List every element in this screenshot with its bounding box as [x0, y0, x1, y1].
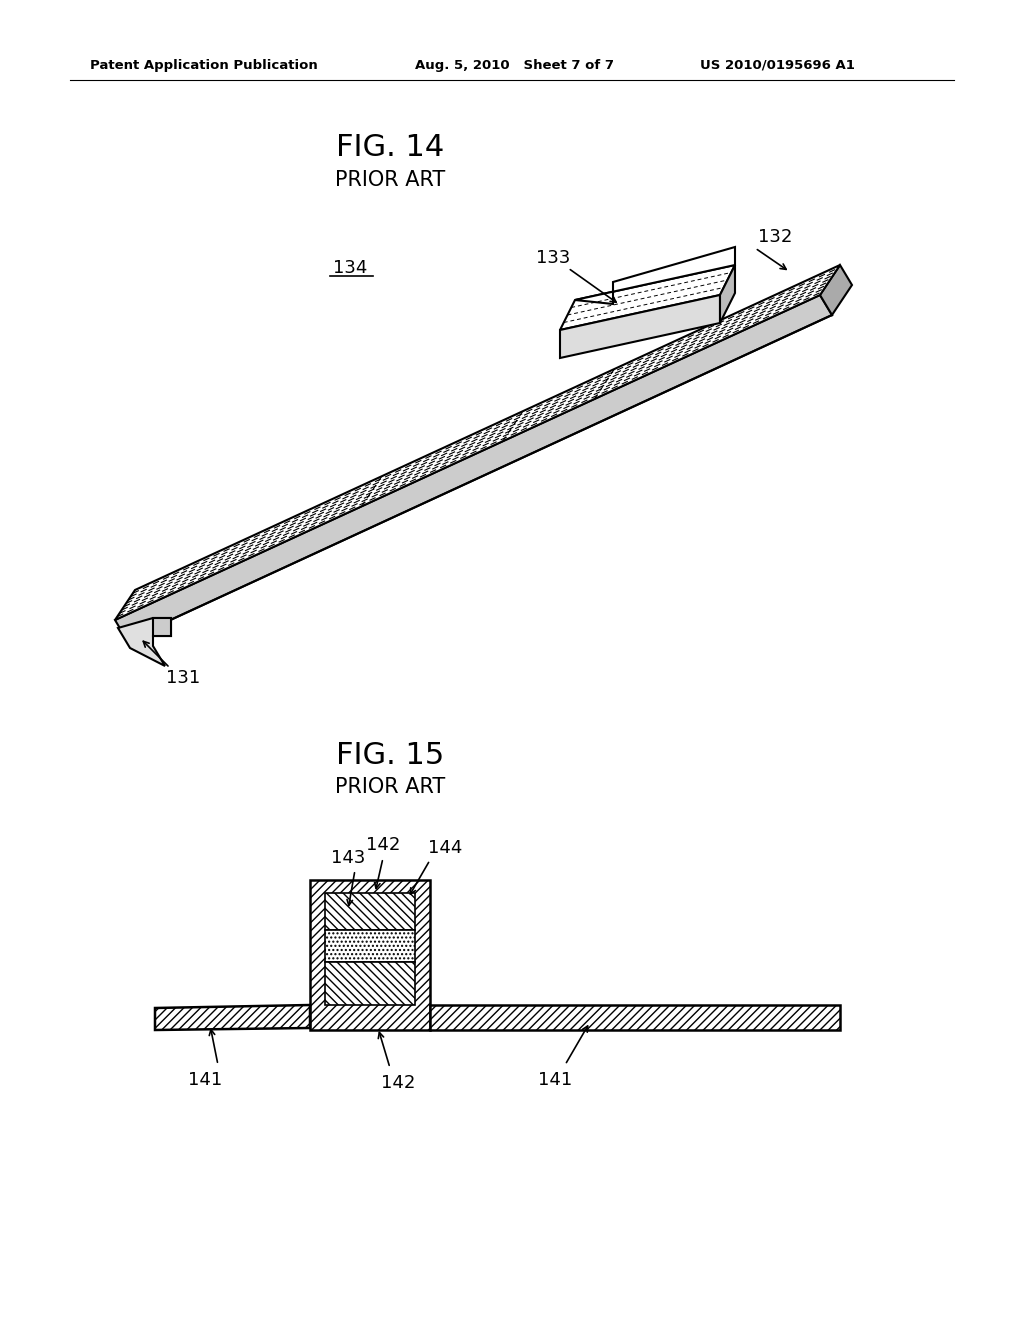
Polygon shape [310, 880, 430, 1030]
Text: PRIOR ART: PRIOR ART [335, 777, 445, 797]
Polygon shape [560, 265, 735, 330]
Text: Aug. 5, 2010   Sheet 7 of 7: Aug. 5, 2010 Sheet 7 of 7 [415, 58, 614, 71]
Polygon shape [115, 265, 840, 620]
Text: 133: 133 [536, 249, 570, 267]
Polygon shape [155, 1005, 310, 1030]
Text: FIG. 15: FIG. 15 [336, 741, 444, 770]
Polygon shape [325, 962, 415, 1005]
Text: 131: 131 [166, 669, 200, 686]
Polygon shape [430, 1005, 840, 1030]
Polygon shape [575, 247, 735, 304]
Text: 141: 141 [538, 1071, 572, 1089]
Text: 142: 142 [366, 836, 400, 854]
Text: PRIOR ART: PRIOR ART [335, 170, 445, 190]
Polygon shape [325, 931, 415, 962]
Text: 142: 142 [381, 1074, 415, 1092]
Text: 132: 132 [758, 228, 793, 246]
Text: US 2010/0195696 A1: US 2010/0195696 A1 [700, 58, 855, 71]
Text: FIG. 14: FIG. 14 [336, 133, 444, 162]
Polygon shape [115, 294, 831, 640]
Text: 143: 143 [331, 849, 366, 867]
Polygon shape [820, 265, 852, 315]
Text: 144: 144 [428, 840, 462, 857]
Polygon shape [325, 894, 415, 931]
Polygon shape [560, 294, 720, 358]
Text: 141: 141 [187, 1071, 222, 1089]
Polygon shape [118, 618, 171, 667]
Text: 134: 134 [333, 259, 368, 277]
Text: Patent Application Publication: Patent Application Publication [90, 58, 317, 71]
Polygon shape [153, 618, 171, 636]
Polygon shape [720, 265, 735, 323]
